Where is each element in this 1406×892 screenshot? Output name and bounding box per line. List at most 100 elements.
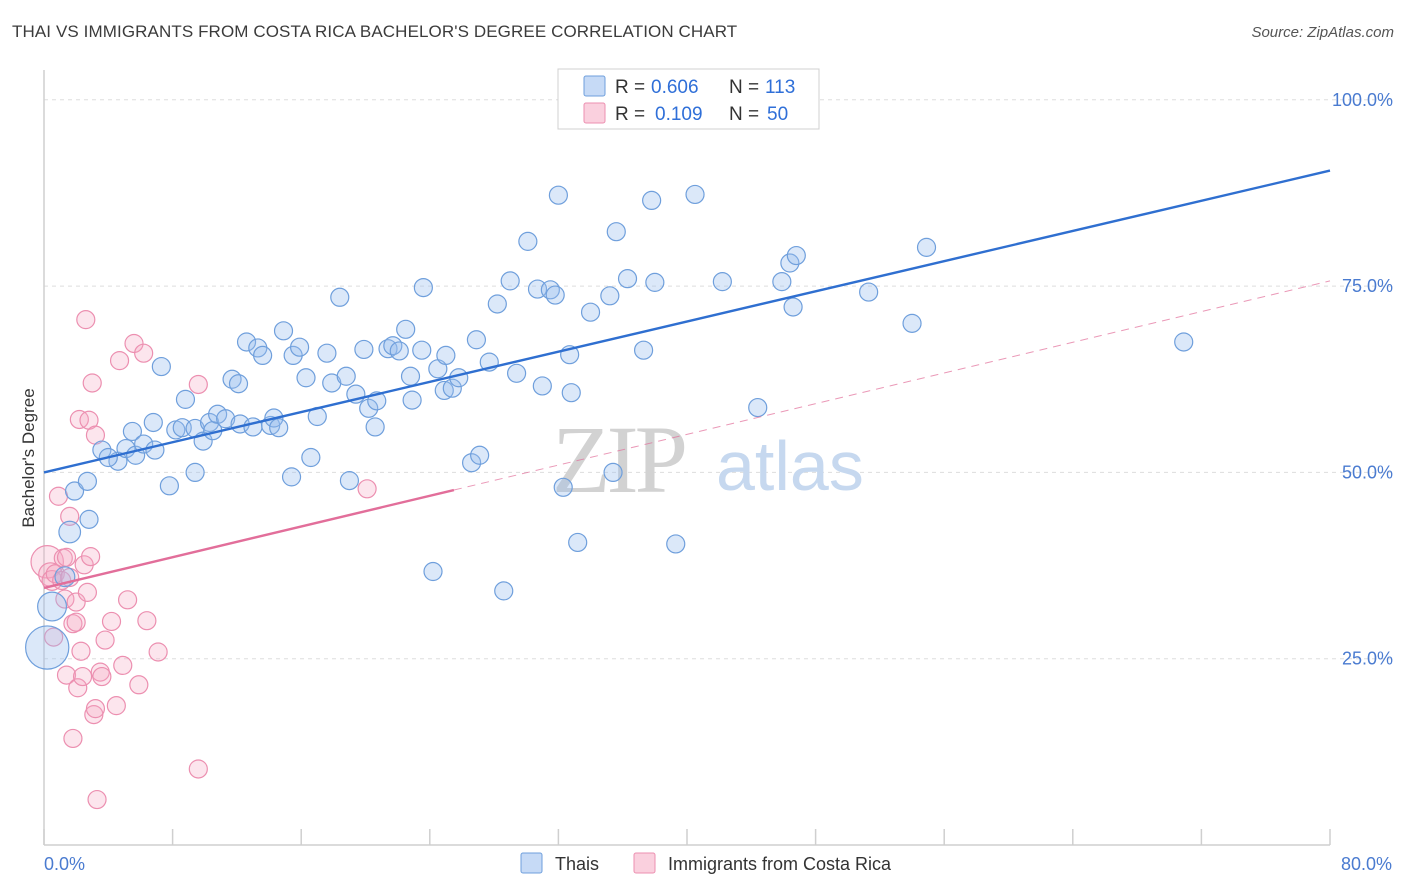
thai-points — [25, 184, 1194, 670]
thai-point-51 — [354, 339, 374, 360]
y-tick-labels: 25.0% 50.0% 75.0% 100.0% — [1332, 90, 1393, 669]
thai-point-3 — [58, 520, 82, 544]
costa-rica-point-22 — [76, 310, 96, 330]
thai-point-20 — [175, 389, 196, 409]
thai-point-47 — [330, 287, 350, 307]
thai-point-58 — [396, 319, 416, 339]
thai-point-29 — [228, 374, 249, 394]
costa-rica-point-35 — [106, 696, 126, 716]
legend-n-value-cr: 50 — [767, 104, 788, 125]
thai-point-74 — [500, 271, 520, 291]
costa-rica-trend-extension — [453, 280, 1331, 491]
watermark: ZIP atlas — [552, 406, 864, 513]
legend-n-value-thai: 113 — [765, 77, 795, 98]
thai-point-94 — [666, 534, 686, 554]
chart-source: Source: ZipAtlas.com — [1251, 24, 1394, 41]
costa-rica-point-36 — [109, 351, 130, 371]
costa-rica-point-3 — [44, 627, 64, 647]
costa-rica-point-18 — [69, 409, 89, 430]
thai-point-90 — [617, 269, 638, 289]
thai-point-0 — [25, 625, 70, 670]
thai-point-96 — [712, 272, 732, 292]
costa-rica-point-43 — [148, 642, 168, 662]
thai-point-31 — [236, 332, 257, 352]
y-tick-label-2: 75.0% — [1342, 276, 1393, 296]
costa-rica-point-16 — [66, 612, 86, 632]
thai-point-61 — [412, 340, 432, 360]
thai-point-34 — [253, 345, 273, 366]
axes — [43, 70, 1330, 846]
legend-n-label-thai: N = — [729, 77, 759, 98]
x-tick-label-1: 80.0% — [1341, 854, 1392, 874]
costa-rica-point-26 — [82, 373, 102, 393]
thai-point-97 — [748, 397, 768, 418]
trend-lines — [43, 169, 1331, 590]
thai-point-78 — [532, 376, 552, 396]
costa-rica-point-46 — [357, 479, 377, 499]
series-legend-swatch-costa-rica — [633, 852, 656, 874]
thai-point-64 — [434, 380, 454, 401]
costa-rica-point-44 — [188, 374, 208, 395]
thai-point-41 — [289, 337, 310, 357]
thai-point-65 — [436, 345, 456, 366]
costa-rica-point-19 — [71, 641, 91, 661]
thai-point-103 — [902, 313, 922, 333]
thai-point-57 — [389, 341, 409, 361]
thai-point-98 — [772, 272, 792, 292]
costa-rica-point-10 — [56, 547, 77, 567]
costa-rica-point-12 — [60, 506, 80, 526]
costa-rica-point-40 — [129, 675, 149, 695]
y-tick-label-0: 25.0% — [1342, 649, 1393, 669]
thai-point-66 — [442, 378, 462, 398]
thai-point-73 — [494, 581, 514, 601]
thai-point-38 — [273, 321, 294, 341]
stats-legend: R = 0.606 N = 113 R = 0.109 N = 50 — [557, 68, 820, 130]
thai-trend-line — [43, 169, 1331, 474]
legend-swatch-thai — [583, 75, 606, 97]
costa-rica-point-45 — [188, 759, 208, 779]
costa-rica-point-32 — [92, 666, 112, 687]
thai-point-4 — [64, 481, 85, 501]
thai-point-104 — [916, 237, 937, 257]
thai-point-95 — [685, 184, 705, 205]
costa-rica-point-37 — [113, 655, 133, 676]
y-axis-label: Bachelor's Degree — [19, 388, 38, 527]
thai-point-80 — [545, 285, 565, 305]
thai-point-102 — [859, 282, 879, 302]
thai-point-91 — [633, 340, 654, 360]
thai-point-82 — [553, 477, 573, 497]
thai-point-37 — [269, 418, 289, 438]
y-tick-label-3: 100.0% — [1332, 90, 1393, 110]
thai-point-68 — [461, 453, 482, 473]
costa-rica-points — [30, 310, 377, 810]
legend-n-label-cr: N = — [729, 104, 759, 125]
thai-point-32 — [243, 417, 263, 437]
thai-point-53 — [365, 417, 385, 437]
thai-point-60 — [402, 390, 422, 410]
costa-rica-point-42 — [137, 611, 157, 631]
thai-point-45 — [317, 343, 337, 363]
thai-point-93 — [645, 272, 665, 292]
thai-point-69 — [466, 330, 487, 350]
thai-point-62 — [413, 277, 433, 298]
thai-point-70 — [470, 445, 490, 465]
legend-r-value-cr: 0.109 — [655, 104, 703, 125]
costa-rica-point-39 — [124, 333, 144, 354]
thai-point-14 — [143, 412, 163, 433]
x-ticks — [43, 829, 1331, 845]
thai-point-101 — [786, 245, 806, 266]
thai-point-100 — [783, 297, 803, 317]
y-tick-label-1: 50.0% — [1342, 462, 1393, 482]
thai-point-52 — [359, 398, 379, 418]
thai-point-49 — [339, 471, 360, 491]
thai-point-99 — [780, 253, 800, 273]
thai-point-42 — [296, 368, 316, 388]
costa-rica-trend-line — [43, 488, 455, 590]
thai-point-92 — [642, 190, 662, 211]
x-tick-labels: 0.0% 80.0% — [44, 854, 1392, 874]
thai-point-76 — [518, 231, 538, 251]
series-legend: Thais Immigrants from Costa Rica — [520, 852, 892, 874]
thai-point-85 — [568, 532, 588, 553]
thai-point-12 — [122, 421, 143, 442]
costa-rica-point-23 — [77, 582, 98, 602]
